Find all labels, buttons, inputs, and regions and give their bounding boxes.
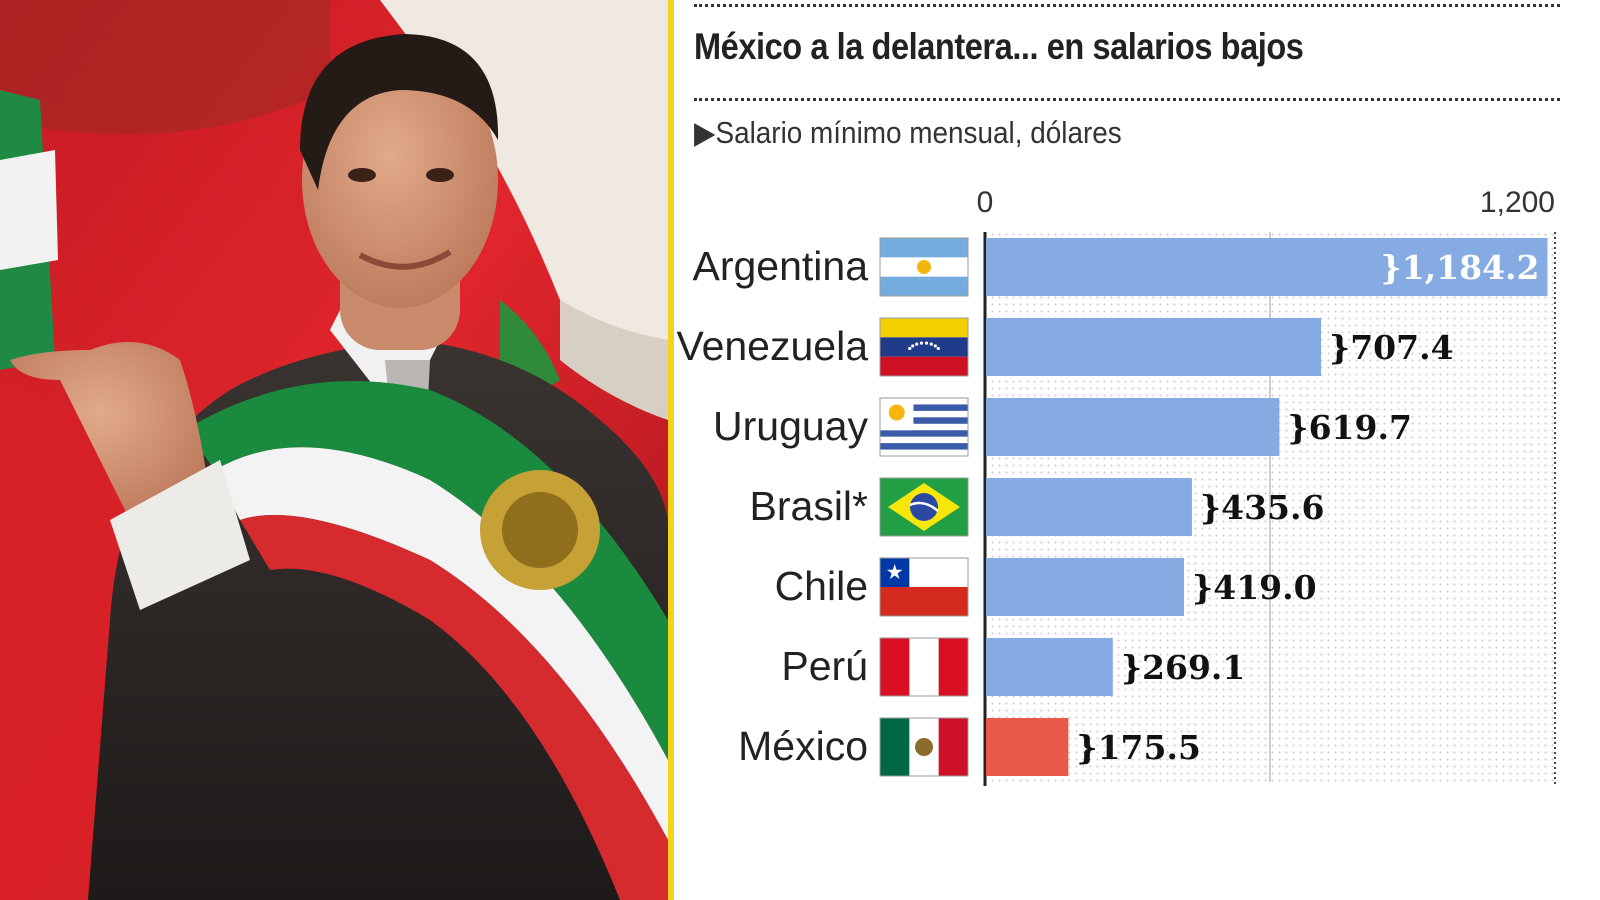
bar-venezuela	[986, 318, 1322, 376]
category-label-per: Perú	[781, 643, 868, 689]
triangle-marker-icon: ▶	[694, 115, 716, 150]
value-label-venezuela: }707.4	[1329, 328, 1454, 367]
peru-flag-icon	[879, 637, 969, 697]
chart-subtitle: ▶Salario mínimo mensual, dólares	[694, 115, 1122, 151]
chart-title: México a la delantera... en salarios baj…	[694, 26, 1304, 67]
title-dotted-rule	[694, 98, 1560, 101]
bar-argentina	[986, 238, 1548, 296]
category-label-venezuela: Venezuela	[676, 323, 868, 369]
bar-mxico	[986, 718, 1069, 776]
value-label-per: }269.1	[1121, 648, 1246, 687]
mexico-flag-icon	[879, 717, 969, 777]
x-tick-label-0: 0	[977, 186, 994, 219]
category-label-mxico: México	[738, 723, 868, 769]
chile-flag-icon	[879, 557, 969, 617]
bar-uruguay	[986, 398, 1280, 456]
value-label-argentina: }1,184.2	[1380, 248, 1539, 287]
bar-per	[986, 638, 1113, 696]
chart-panel: México a la delantera... en salarios baj…	[674, 0, 1600, 900]
category-label-argentina: Argentina	[692, 243, 868, 289]
category-label-chile: Chile	[775, 563, 868, 609]
value-label-brasil: }435.6	[1200, 488, 1325, 527]
category-label-uruguay: Uruguay	[713, 403, 868, 449]
president-photo	[0, 0, 668, 900]
bar-brasil	[986, 478, 1192, 536]
bar-chart: 0 1,200 Argentina }1,184.2 Venezuela }707.4 Ur…	[676, 186, 1556, 786]
value-label-mxico: }175.5	[1076, 728, 1201, 767]
value-label-chile: }419.0	[1192, 568, 1317, 607]
bar-chile	[986, 558, 1185, 616]
category-label-brasil: Brasil*	[750, 483, 869, 529]
value-label-uruguay: }619.7	[1287, 408, 1412, 447]
photo-of-president-with-sash-icon	[0, 0, 668, 900]
x-tick-label-1: 1,200	[1480, 186, 1555, 219]
subtitle-text: Salario mínimo mensual, dólares	[715, 115, 1122, 150]
uruguay-flag-icon	[879, 397, 969, 457]
panel-divider	[668, 0, 674, 900]
brazil-flag-icon	[879, 477, 969, 537]
venezuela-flag-icon	[879, 317, 969, 377]
argentina-flag-icon	[879, 237, 969, 297]
top-dotted-rule	[694, 4, 1560, 7]
